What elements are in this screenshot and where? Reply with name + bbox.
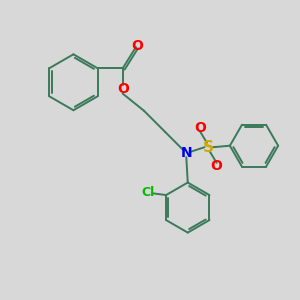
Text: N: N [181, 146, 192, 160]
Text: O: O [194, 121, 206, 135]
Text: O: O [131, 39, 143, 52]
Text: O: O [211, 159, 223, 173]
Text: O: O [117, 82, 129, 97]
Text: S: S [203, 140, 214, 155]
Text: Cl: Cl [141, 186, 154, 199]
